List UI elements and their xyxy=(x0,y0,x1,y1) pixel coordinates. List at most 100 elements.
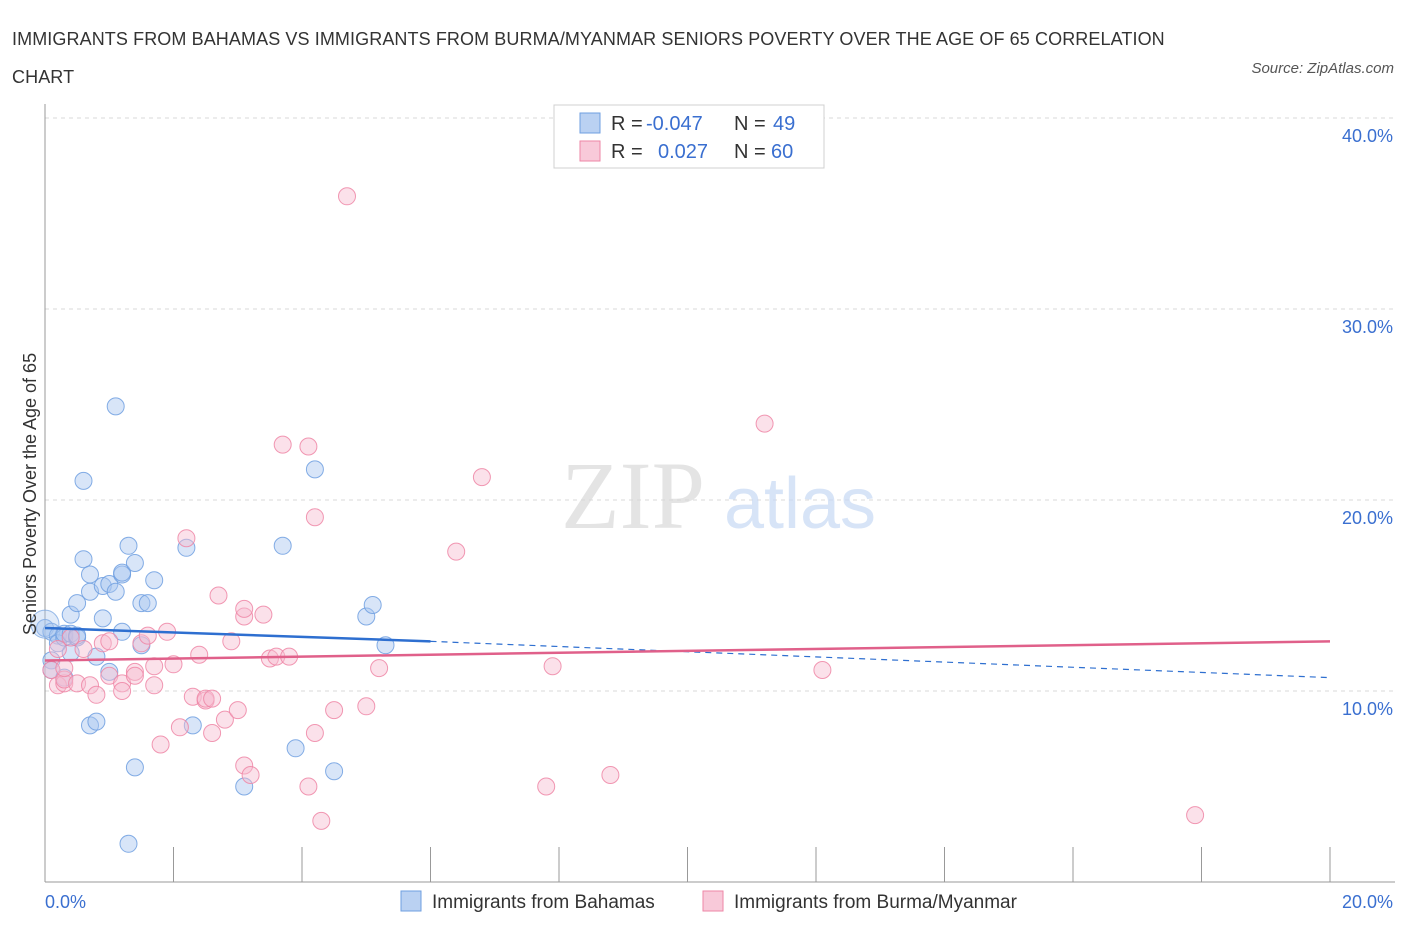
point-bahamas-37 xyxy=(145,571,164,590)
series-legend-label-bahamas: Immigrants from Bahamas xyxy=(432,892,655,913)
legend-n-label-blue: N = xyxy=(734,113,766,135)
point-bahamas-42 xyxy=(286,739,305,758)
point-bahamas-43 xyxy=(305,460,324,479)
watermark: ZIP atlas xyxy=(561,442,876,549)
point-burma-40 xyxy=(235,599,254,618)
point-burma-36 xyxy=(228,701,247,720)
point-burma-47 xyxy=(299,777,318,796)
point-burma-41 xyxy=(254,605,273,624)
point-burma-2 xyxy=(48,640,67,658)
y-axis-label: Seniors Poverty Over the Age of 65 xyxy=(20,353,40,635)
point-burma-30 xyxy=(196,689,215,708)
point-burma-58 xyxy=(601,766,620,784)
point-burma-26 xyxy=(177,529,196,548)
point-burma-9 xyxy=(81,676,99,695)
point-bahamas-15 xyxy=(74,550,93,569)
correlation-legend: R = -0.047 N = 49 R = 0.027 N = 60 xyxy=(553,104,825,169)
point-burma-49 xyxy=(305,508,324,527)
point-burma-15 xyxy=(113,682,132,700)
point-burma-31 xyxy=(203,689,222,708)
axes xyxy=(44,104,1395,883)
point-burma-8 xyxy=(74,640,93,658)
y-tick-label-3: 40.0% xyxy=(1342,126,1393,146)
point-bahamas-36 xyxy=(138,594,157,613)
point-burma-3 xyxy=(55,674,74,693)
point-burma-44 xyxy=(273,435,292,454)
point-burma-24 xyxy=(164,655,183,674)
point-burma-54 xyxy=(447,542,466,561)
point-burma-17 xyxy=(125,666,144,685)
legend-r-value-pink: 0.027 xyxy=(658,141,708,163)
legend-r-value-blue: -0.047 xyxy=(646,113,703,135)
point-bahamas-44 xyxy=(325,762,344,781)
point-burma-52 xyxy=(357,697,376,716)
source-label: Source: ZipAtlas.com xyxy=(1251,60,1394,77)
point-bahamas-31 xyxy=(119,536,138,555)
point-burma-18 xyxy=(132,634,151,653)
legend-swatch-pink xyxy=(579,140,601,162)
point-burma-11 xyxy=(93,634,112,653)
point-burma-60 xyxy=(813,661,832,679)
legend-r-label-blue: R = xyxy=(611,113,643,135)
series-legend-swatch-burma xyxy=(702,890,724,912)
point-burma-42 xyxy=(260,649,279,668)
point-bahamas-38 xyxy=(177,538,196,557)
point-bahamas-27 xyxy=(106,582,125,601)
trend-line-bahamas-extension xyxy=(430,640,1331,679)
point-bahamas-25 xyxy=(100,575,119,593)
trend-line-burma xyxy=(44,640,1331,662)
point-burma-33 xyxy=(209,586,228,605)
point-bahamas-13 xyxy=(68,594,87,613)
point-burma-50 xyxy=(312,811,331,830)
legend-n-value-blue: 49 xyxy=(773,113,795,135)
point-burma-19 xyxy=(138,626,157,645)
point-bahamas-35 xyxy=(132,594,151,613)
point-burma-12 xyxy=(100,632,119,651)
trend-line-bahamas xyxy=(44,626,431,643)
point-bahamas-9 xyxy=(61,605,80,624)
watermark-zip: ZIP xyxy=(561,442,705,549)
y-tick-label-2: 30.0% xyxy=(1342,317,1393,337)
legend-r-label-pink: R = xyxy=(611,141,643,163)
y-tick-label-1: 20.0% xyxy=(1342,508,1393,528)
point-burma-16 xyxy=(125,662,144,681)
point-bahamas-32 xyxy=(125,554,144,572)
point-burma-51 xyxy=(325,701,344,720)
x-tick-label-0: 0.0% xyxy=(45,892,86,912)
point-burma-20 xyxy=(145,676,164,695)
point-burma-22 xyxy=(151,735,170,754)
point-bahamas-46 xyxy=(363,596,382,614)
point-bahamas-33 xyxy=(125,758,144,777)
point-burma-53 xyxy=(370,659,389,678)
series-legend-label-burma: Immigrants from Burma/Myanmar xyxy=(734,892,1018,913)
point-burma-10 xyxy=(87,685,106,704)
point-burma-57 xyxy=(543,657,562,676)
point-bahamas-40 xyxy=(235,777,254,796)
point-burma-56 xyxy=(537,777,556,796)
point-bahamas-24 xyxy=(100,662,119,681)
point-bahamas-cluster xyxy=(30,609,60,639)
point-burma-35 xyxy=(222,632,241,651)
point-bahamas-29 xyxy=(113,563,132,582)
point-burma-28 xyxy=(190,645,209,664)
point-bahamas-16 xyxy=(74,471,93,490)
point-burma-5 xyxy=(55,659,74,678)
point-burma-25 xyxy=(170,718,189,737)
point-burma-62 xyxy=(338,187,356,206)
point-bahamas-48 xyxy=(119,834,138,853)
point-burma-32 xyxy=(203,724,222,742)
point-burma-37 xyxy=(235,756,254,775)
y-tick-label-0: 10.0% xyxy=(1342,699,1393,719)
legend-swatch-blue xyxy=(579,112,601,134)
point-burma-59 xyxy=(755,414,774,433)
point-burma-61 xyxy=(1186,806,1205,825)
point-bahamas-23 xyxy=(93,609,112,628)
point-burma-48 xyxy=(305,724,324,742)
point-bahamas-26 xyxy=(106,397,125,416)
point-bahamas-20 xyxy=(87,712,106,731)
series-legend-swatch-bahamas xyxy=(400,890,422,912)
legend-n-value-pink: 60 xyxy=(771,141,793,163)
point-burma-55 xyxy=(472,468,491,487)
trend-lines xyxy=(44,626,1331,679)
